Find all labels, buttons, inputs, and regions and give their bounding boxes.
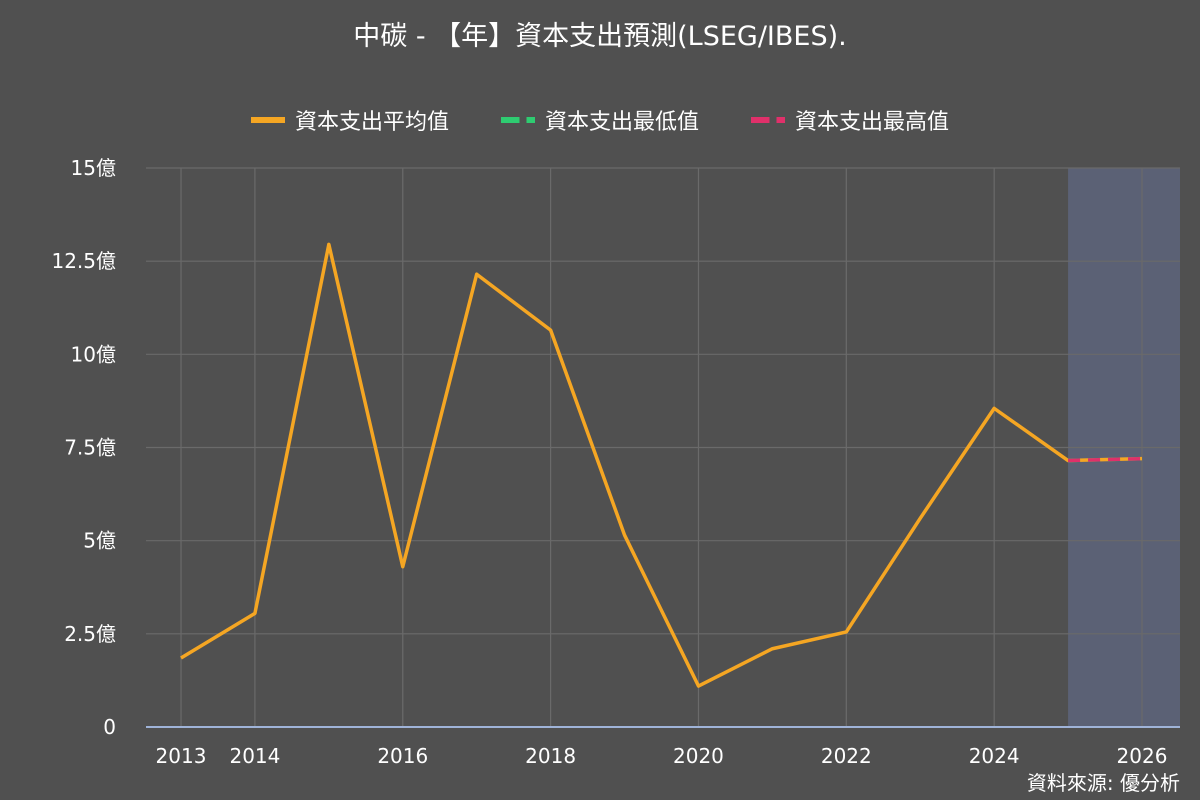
y-tick-label: 12.5億 <box>51 249 116 273</box>
source-credit: 資料來源: 優分析 <box>1026 771 1180 795</box>
x-tick-label: 2018 <box>525 744 576 768</box>
x-tick-label: 2020 <box>673 744 724 768</box>
legend-swatch-high <box>751 117 785 123</box>
x-tick-label: 2014 <box>229 744 280 768</box>
legend-label-low: 資本支出最低值 <box>544 110 699 135</box>
legend-item-high[interactable]: 資本支出最高值 <box>751 104 949 136</box>
legend-swatch-average <box>250 117 285 123</box>
legend-label-average: 資本支出平均值 <box>294 110 449 135</box>
y-tick-label: 2.5億 <box>64 622 116 646</box>
x-tick-label: 2022 <box>821 744 872 768</box>
legend: 資本支出平均值 資本支出最低值 資本支出最高值 <box>0 104 1200 136</box>
x-tick-label: 2024 <box>969 744 1020 768</box>
legend-item-average[interactable]: 資本支出平均值 <box>250 104 449 136</box>
x-tick-label: 2026 <box>1117 744 1168 768</box>
series-line-high <box>1068 456 1143 463</box>
y-tick-label: 15億 <box>71 156 116 180</box>
y-tick-label: 5億 <box>83 529 116 553</box>
series-line-average <box>180 242 1143 688</box>
y-tick-label: 10億 <box>71 342 116 366</box>
x-tick-label: 2013 <box>156 744 207 768</box>
y-tick-label: 7.5億 <box>64 436 116 460</box>
legend-swatch-low <box>500 117 535 123</box>
chart-title: 中碳 - 【年】資本支出預測(LSEG/IBES). <box>353 21 847 52</box>
x-tick-label: 2016 <box>377 744 428 768</box>
legend-item-low[interactable]: 資本支出最低值 <box>500 104 699 136</box>
legend-label-high: 資本支出最高值 <box>795 110 950 135</box>
y-tick-label: 0 <box>103 715 116 739</box>
